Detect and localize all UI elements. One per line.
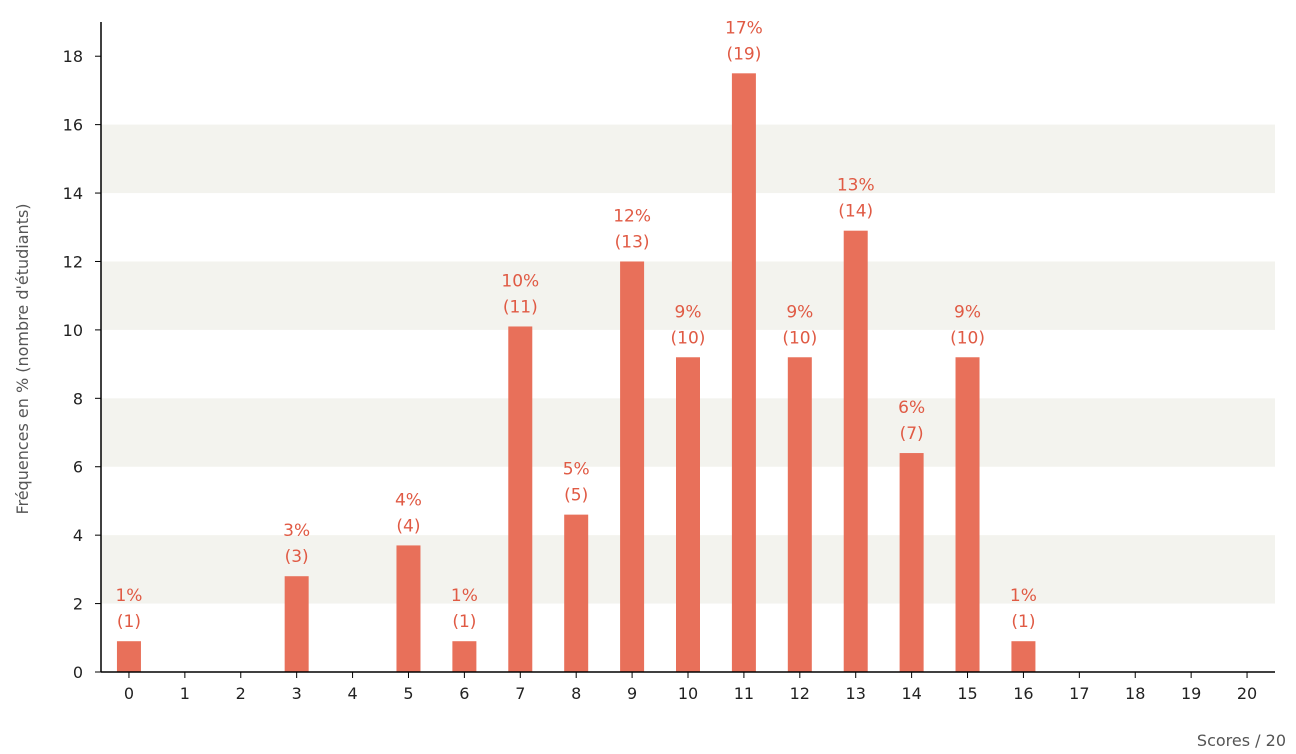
x-tick-label: 10 bbox=[678, 684, 698, 703]
data-label-pct: 13% bbox=[837, 176, 875, 196]
data-label-pct: 12% bbox=[613, 206, 651, 226]
data-label-count: (19) bbox=[726, 44, 761, 64]
x-tick-label: 0 bbox=[124, 684, 134, 703]
data-label-count: (10) bbox=[671, 328, 706, 348]
x-tick-label: 16 bbox=[1013, 684, 1033, 703]
bar-score-8 bbox=[564, 514, 589, 672]
y-tick-label: 6 bbox=[73, 458, 83, 477]
data-label-pct: 5% bbox=[563, 460, 590, 480]
x-tick-label: 9 bbox=[627, 684, 637, 703]
data-label-pct: 1% bbox=[115, 586, 142, 606]
x-tick-label: 19 bbox=[1181, 684, 1201, 703]
bar-score-6 bbox=[452, 641, 477, 672]
data-label-pct: 9% bbox=[675, 302, 702, 322]
data-label-pct: 10% bbox=[501, 271, 539, 291]
y-axis-title: Fréquences en % (nombre d'étudiants) bbox=[13, 203, 32, 514]
y-tick-label: 12 bbox=[63, 252, 83, 271]
data-label-pct: 1% bbox=[1010, 586, 1037, 606]
data-label-pct: 9% bbox=[954, 302, 981, 322]
grid-band bbox=[101, 124, 1275, 194]
data-label-count: (13) bbox=[615, 232, 650, 252]
bar-score-13 bbox=[843, 230, 868, 672]
bar-score-3 bbox=[284, 576, 309, 672]
bar-score-16 bbox=[1011, 641, 1036, 672]
data-label-count: (10) bbox=[950, 328, 985, 348]
data-label-count: (1) bbox=[452, 612, 476, 632]
x-tick-label: 18 bbox=[1125, 684, 1145, 703]
data-label-pct: 1% bbox=[451, 586, 478, 606]
x-tick-label: 20 bbox=[1237, 684, 1257, 703]
bar-score-12 bbox=[787, 357, 812, 672]
data-label-count: (14) bbox=[838, 202, 873, 222]
bar-score-15 bbox=[955, 357, 980, 672]
y-tick-label: 10 bbox=[63, 321, 83, 340]
x-tick-label: 11 bbox=[734, 684, 754, 703]
x-tick-label: 6 bbox=[459, 684, 469, 703]
bar-score-14 bbox=[899, 453, 924, 672]
data-label-count: (3) bbox=[285, 547, 309, 567]
data-label-count: (10) bbox=[782, 328, 817, 348]
x-tick-label: 5 bbox=[403, 684, 413, 703]
x-tick-label: 1 bbox=[180, 684, 190, 703]
bar-score-11 bbox=[731, 73, 756, 672]
data-labels-group: 1% (1) 3% (3) 4% (4) 1% (1) 10% (11) 5% (5) 12% (13) 9… bbox=[115, 18, 1036, 632]
data-label-count: (1) bbox=[1011, 612, 1035, 632]
y-tick-label: 4 bbox=[73, 526, 83, 545]
data-label-pct: 6% bbox=[898, 398, 925, 418]
y-tick-label: 2 bbox=[73, 595, 83, 614]
bar-score-7 bbox=[508, 326, 533, 672]
x-tick-label: 12 bbox=[790, 684, 810, 703]
x-tick-label: 8 bbox=[571, 684, 581, 703]
x-tick-label: 4 bbox=[347, 684, 357, 703]
x-tick-label: 2 bbox=[236, 684, 246, 703]
y-tick-label: 14 bbox=[63, 184, 83, 203]
bar-score-5 bbox=[396, 545, 421, 672]
data-label-count: (4) bbox=[396, 516, 420, 536]
x-tick-label: 13 bbox=[846, 684, 866, 703]
data-label-pct: 17% bbox=[725, 18, 763, 38]
data-label-pct: 4% bbox=[395, 490, 422, 510]
data-label-count: (5) bbox=[564, 486, 588, 506]
y-tick-label: 8 bbox=[73, 389, 83, 408]
x-tick-label: 14 bbox=[901, 684, 921, 703]
y-ticks-group: 0 2 4 6 8 10 12 14 16 18 bbox=[63, 47, 101, 682]
grid-band bbox=[101, 261, 1275, 330]
data-label-pct: 9% bbox=[786, 302, 813, 322]
x-ticks-group: 0 1 2 3 4 5 6 7 8 9 10 11 12 13 14 15 16 17 18 19 20 bbox=[124, 672, 1257, 703]
data-label-count: (1) bbox=[117, 612, 141, 632]
y-tick-label: 16 bbox=[63, 116, 83, 135]
bar-score-10 bbox=[676, 357, 700, 672]
y-tick-label: 0 bbox=[73, 663, 83, 682]
data-label-pct: 3% bbox=[283, 521, 310, 541]
x-tick-label: 3 bbox=[292, 684, 302, 703]
data-label-count: (7) bbox=[900, 424, 924, 444]
bars-group bbox=[116, 73, 1036, 672]
bar-score-9 bbox=[620, 261, 645, 672]
bar-score-0 bbox=[116, 641, 141, 672]
x-tick-label: 17 bbox=[1069, 684, 1089, 703]
y-tick-label: 18 bbox=[63, 47, 83, 66]
x-tick-label: 15 bbox=[957, 684, 977, 703]
x-tick-label: 7 bbox=[515, 684, 525, 703]
data-label-count: (11) bbox=[503, 297, 538, 317]
x-axis-title: Scores / 20 bbox=[1197, 731, 1286, 750]
